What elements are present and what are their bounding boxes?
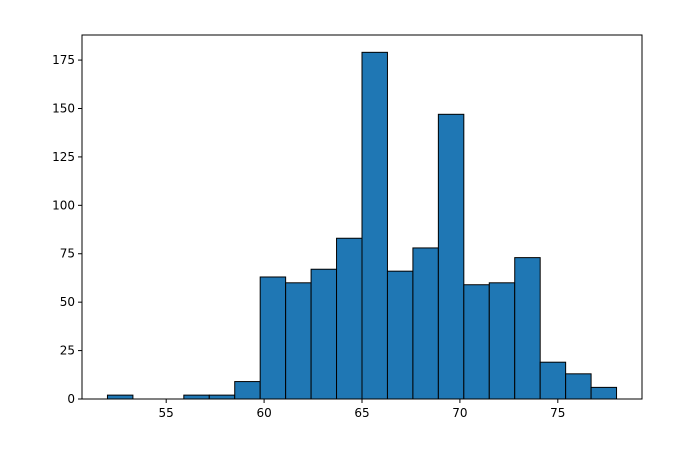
bar [514, 257, 541, 400]
bar [106, 394, 134, 400]
x-tick-label: 70 [452, 406, 467, 420]
bar [590, 386, 618, 400]
x-tick-label: 65 [354, 406, 369, 420]
bar [310, 268, 338, 400]
bar [412, 247, 439, 400]
x-tick-label: 55 [159, 406, 174, 420]
y-tick-label: 100 [52, 198, 75, 212]
bar [437, 113, 465, 400]
x-tick-label: 75 [550, 406, 565, 420]
y-tick-label: 75 [60, 247, 75, 261]
y-tick-label: 50 [60, 295, 75, 309]
bar [183, 394, 210, 400]
bar [336, 237, 363, 400]
bar [488, 282, 516, 400]
bar [463, 284, 490, 400]
bar [539, 361, 567, 400]
x-tick-label: 60 [256, 406, 271, 420]
y-tick-label: 25 [60, 344, 75, 358]
y-tick-label: 175 [52, 53, 75, 67]
bar [361, 51, 388, 400]
bar [386, 270, 414, 400]
bar [565, 373, 592, 400]
y-tick-label: 125 [52, 150, 75, 164]
y-tick-label: 150 [52, 101, 75, 115]
bar [234, 381, 261, 400]
bar [208, 394, 236, 400]
bar [259, 276, 287, 400]
y-tick-label: 0 [67, 392, 75, 406]
bar [285, 282, 312, 400]
